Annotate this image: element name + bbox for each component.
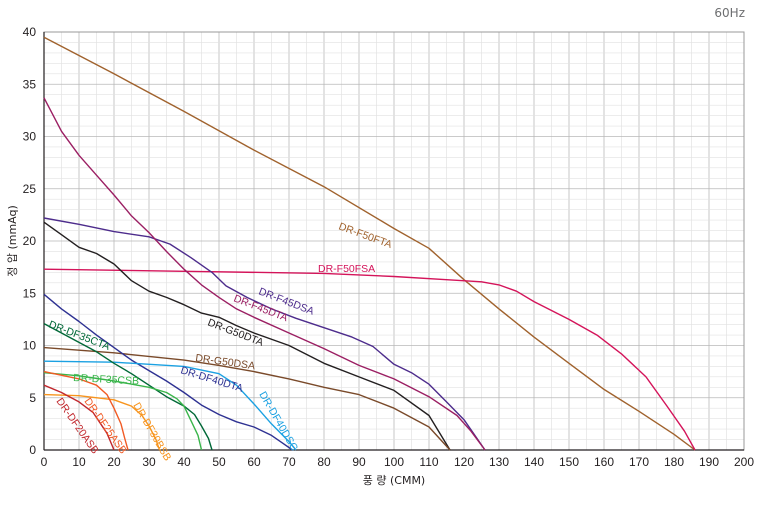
- x-tick-label: 30: [142, 455, 156, 469]
- series-label-dr-g50dta: DR-G50DTA: [206, 317, 265, 349]
- x-tick-label: 20: [107, 455, 121, 469]
- x-tick-label: 120: [454, 455, 474, 469]
- series-line-dr-g50dta: [43, 221, 451, 451]
- series-label-dr-df30bsb: DR-DF30BSB: [130, 401, 173, 464]
- x-tick-label: 100: [384, 455, 404, 469]
- series-line-dr-df25asb: [43, 370, 129, 451]
- x-tick-label: 160: [594, 455, 614, 469]
- series-line-dr-df35cta: [43, 322, 213, 451]
- series-line-dr-df35csb: [43, 372, 203, 451]
- series-label-dr-df40dsc: DR-DF40DSC: [256, 390, 300, 454]
- series-label-dr-f50fta: DR-F50FTA: [337, 221, 394, 251]
- y-tick-label: 5: [29, 391, 36, 405]
- x-tick-label: 80: [317, 455, 331, 469]
- x-tick-label: 50: [212, 455, 226, 469]
- x-tick-label: 60: [247, 455, 261, 469]
- x-tick-label: 110: [419, 455, 438, 469]
- y-tick-label: 30: [23, 130, 37, 144]
- frequency-label: 60Hz: [714, 6, 745, 20]
- series-line-dr-df40dsc: [43, 360, 297, 451]
- x-axis-title: 풍 량 (CMM): [363, 474, 425, 487]
- series-label-dr-f50fsa: DR-F50FSA: [318, 263, 375, 275]
- x-tick-label: 190: [699, 455, 719, 469]
- x-tick-label: 40: [177, 455, 191, 469]
- x-tick-label: 180: [664, 455, 684, 469]
- series-line-dr-f50fsa: [43, 268, 696, 451]
- x-tick-label: 90: [352, 455, 366, 469]
- x-tick-label: 200: [734, 455, 754, 469]
- series-line-dr-f50fta: [43, 36, 696, 451]
- y-axis-title: 정 압 (mmAq): [6, 205, 19, 277]
- series-line-dr-df30bsb: [43, 393, 161, 451]
- series-label-dr-g50dsa: DR-G50DSA: [195, 352, 256, 372]
- series-line-dr-df20asb: [43, 384, 115, 451]
- series-line-dr-g50dsa: [43, 346, 451, 451]
- y-tick-label: 0: [29, 443, 36, 457]
- x-tick-label: 10: [72, 455, 86, 469]
- y-tick-label: 10: [23, 339, 37, 353]
- x-tick-label: 70: [282, 455, 296, 469]
- y-tick-label: 15: [23, 286, 37, 300]
- x-tick-label: 130: [489, 455, 509, 469]
- y-tick-label: 25: [23, 182, 37, 196]
- x-tick-label: 170: [629, 455, 649, 469]
- series-line-dr-f45dta: [43, 97, 486, 451]
- series-label-dr-df35csb: DR-DF35CSB: [73, 372, 139, 387]
- x-tick-label: 0: [41, 455, 48, 469]
- series-line-dr-df40dta: [43, 293, 293, 451]
- x-tick-label: 140: [524, 455, 544, 469]
- y-tick-label: 20: [23, 234, 37, 248]
- y-tick-label: 40: [23, 25, 37, 39]
- series-line-dr-f45dsa: [43, 217, 486, 451]
- y-tick-label: 35: [23, 77, 37, 91]
- x-tick-label: 150: [559, 455, 579, 469]
